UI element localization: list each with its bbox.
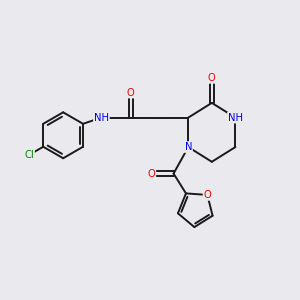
Text: O: O [203,190,211,200]
Text: O: O [148,169,155,178]
Text: NH: NH [228,112,243,123]
Text: NH: NH [94,112,109,123]
Text: Cl: Cl [24,150,34,160]
Text: N: N [184,142,192,152]
Text: O: O [127,88,135,98]
Text: O: O [208,73,216,83]
